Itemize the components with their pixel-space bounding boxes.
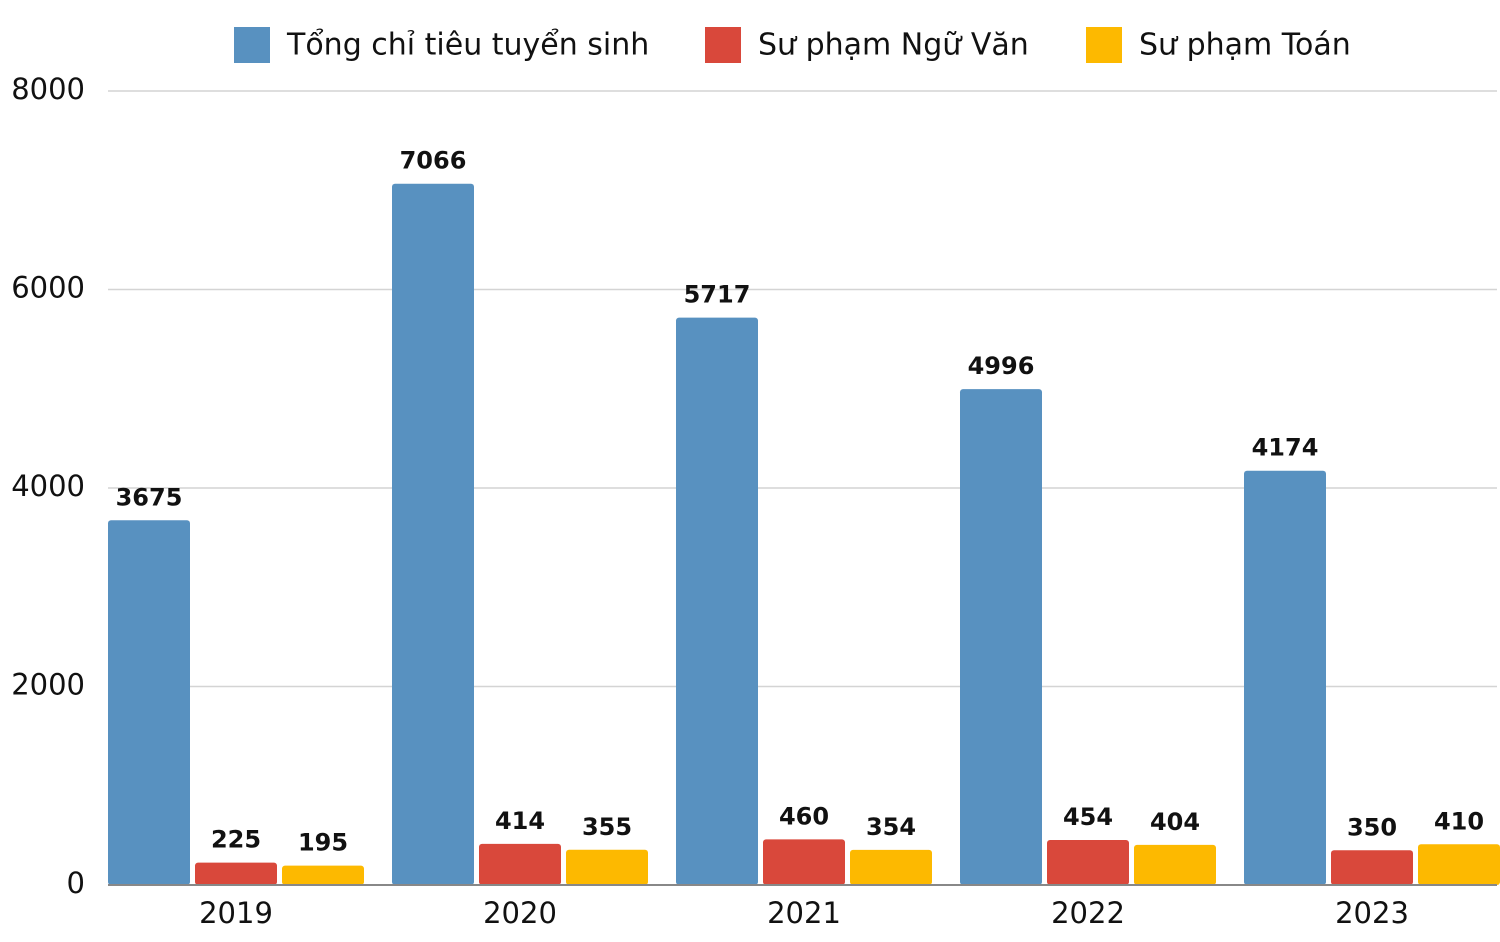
bar [960,389,1042,885]
y-tick-label: 4000 [11,469,85,503]
legend-label: Sư phạm Ngữ Văn [758,28,1029,63]
bar [282,865,364,885]
bar [479,843,561,885]
value-label: 355 [582,813,632,841]
bar [108,520,190,885]
value-label: 4996 [968,352,1035,380]
bar [195,862,277,885]
value-label: 404 [1150,808,1200,836]
legend-swatch [234,27,270,63]
value-label: 454 [1063,803,1113,831]
bar [392,183,474,886]
y-tick-label: 8000 [11,72,85,106]
value-label: 5717 [684,281,751,309]
bar [763,839,845,885]
bar [1244,470,1326,885]
value-label: 354 [866,813,916,841]
legend-swatch [1086,27,1122,63]
bar [1134,844,1216,885]
value-label: 460 [779,802,829,830]
x-tick-label: 2022 [1051,896,1125,930]
legend-label: Sư phạm Toán [1139,28,1351,63]
y-tick-label: 0 [67,866,85,900]
x-tick-label: 2019 [199,896,273,930]
bar [1331,850,1413,885]
value-label: 195 [298,829,348,857]
x-tick-label: 2020 [483,896,557,930]
bar [850,849,932,885]
legend-label: Tổng chỉ tiêu tuyển sinh [286,27,649,63]
y-tick-label: 2000 [11,668,85,702]
value-label: 410 [1434,807,1484,835]
bar [566,849,648,885]
value-label: 4174 [1252,434,1319,462]
x-tick-label: 2021 [767,896,841,930]
value-label: 3675 [116,483,183,511]
value-label: 225 [211,826,261,854]
legend-swatch [705,27,741,63]
x-tick-label: 2023 [1335,896,1409,930]
bar [1418,844,1500,885]
value-label: 414 [495,807,545,835]
value-label: 7066 [400,147,467,175]
bar [1047,839,1129,885]
bar [676,317,758,885]
y-tick-label: 6000 [11,271,85,305]
value-label: 350 [1347,813,1397,841]
